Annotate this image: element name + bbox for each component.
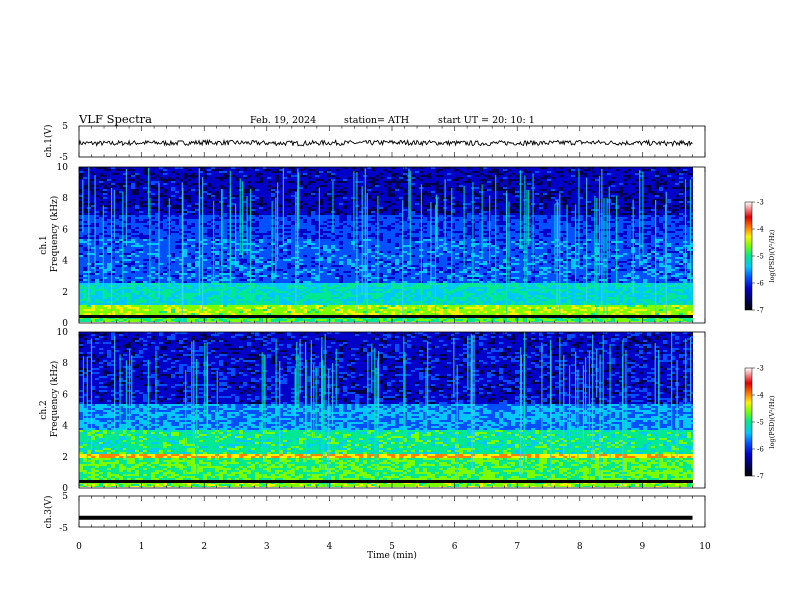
colorbar-tick-label: -4	[757, 392, 764, 400]
x-tick-label: 9	[640, 542, 646, 552]
ch1-waveform-line	[78, 138, 693, 148]
ch1-ytick-bottom: -5	[59, 153, 68, 163]
ch2-colorbar-ticks: -3 -4 -5 -6 -7	[752, 365, 764, 481]
y-tick-label: 6	[62, 225, 68, 235]
ch1-colorbar-ticks: -3 -4 -5 -6 -7	[752, 199, 764, 315]
x-tick-label: 6	[452, 542, 458, 552]
colorbar-tick-label: -3	[757, 365, 764, 373]
colorbar-tick-label: -5	[757, 419, 764, 427]
y-tick-label: 6	[62, 390, 68, 400]
ch3-ytick-bottom: -5	[59, 524, 68, 534]
ch3-waveform-ticks	[78, 496, 706, 527]
colorbar-tick-label: -3	[757, 199, 764, 207]
x-tick-label: 5	[389, 542, 395, 552]
y-tick-label: 4	[62, 422, 68, 432]
x-axis-label: Time (min)	[367, 550, 417, 561]
ch3-waveform-ylabel: ch.3(V)	[43, 496, 54, 529]
ch1-spectrogram-ticks	[78, 167, 706, 323]
x-tick-label: 0	[76, 542, 82, 552]
x-tick-label: 4	[327, 542, 333, 552]
y-tick-label: 4	[62, 257, 68, 267]
ch2-colorbar	[744, 367, 753, 477]
x-axis-tick-labels: 0 1 2 3 4 5 6 7 8 9 10	[76, 542, 711, 552]
ch1-colorbar-label: log(PSD)(V²/Hz)	[768, 229, 776, 282]
ch3-waveform-panel: 5 -5 ch.3(V)	[43, 492, 706, 534]
y-tick-label: 2	[62, 288, 68, 298]
ch2-colorbar-label: log(PSD)(V²/Hz)	[768, 395, 776, 448]
ch2-spectrogram-ticks	[78, 332, 706, 488]
ch2-spectrogram-heatmap	[79, 332, 693, 487]
x-tick-label: 8	[577, 542, 583, 552]
ch3-ytick-top: 5	[62, 492, 68, 502]
x-tick-label: 3	[264, 542, 270, 552]
ch1-waveform-panel: 5 -5 ch.1(V)	[43, 122, 706, 163]
y-tick-label: 10	[57, 163, 69, 173]
colorbar-tick-label: -4	[757, 226, 764, 234]
figure-title: VLF Spectra	[78, 112, 152, 126]
y-tick-label: 8	[62, 359, 68, 369]
start-time-label: start UT = 20: 10: 1	[438, 115, 535, 126]
ch1-spectrogram-heatmap	[79, 167, 693, 322]
colorbar-tick-label: -7	[757, 307, 764, 315]
colorbar-tick-label: -6	[757, 446, 764, 454]
ch1-waveform-ylabel: ch.1(V)	[43, 125, 54, 158]
y-tick-label: 0	[62, 484, 68, 494]
x-tick-label: 7	[514, 542, 520, 552]
x-tick-label: 10	[699, 542, 711, 552]
colorbar-tick-label: -6	[757, 280, 764, 288]
y-tick-label: 2	[62, 453, 68, 463]
colorbar-tick-label: -7	[757, 473, 764, 481]
ch1-ytick-top: 5	[62, 122, 68, 132]
x-tick-label: 1	[139, 542, 145, 552]
ch2-spectrogram-ytick-labels: 0 2 4 6 8 10	[57, 328, 69, 494]
y-tick-label: 10	[57, 328, 69, 338]
y-tick-label: 8	[62, 194, 68, 204]
ch1-spectrogram-ylabel-frequency: Frequency (kHz)	[49, 196, 60, 273]
colorbar-tick-label: -5	[757, 253, 764, 261]
ch1-colorbar	[744, 201, 753, 311]
x-tick-label: 2	[201, 542, 207, 552]
y-tick-label: 0	[62, 319, 68, 329]
date-label: Feb. 19, 2024	[250, 115, 316, 126]
station-label: station= ATH	[344, 115, 409, 126]
ch2-spectrogram-ylabel-channel: ch.2	[39, 400, 49, 419]
ch1-spectrogram-ytick-labels: 0 2 4 6 8 10	[57, 163, 69, 329]
ch1-spectrogram-ylabel-channel: ch.1	[39, 235, 49, 254]
ch2-spectrogram-ylabel-frequency: Frequency (kHz)	[49, 361, 60, 438]
ch1-waveform-ticks	[78, 126, 706, 157]
